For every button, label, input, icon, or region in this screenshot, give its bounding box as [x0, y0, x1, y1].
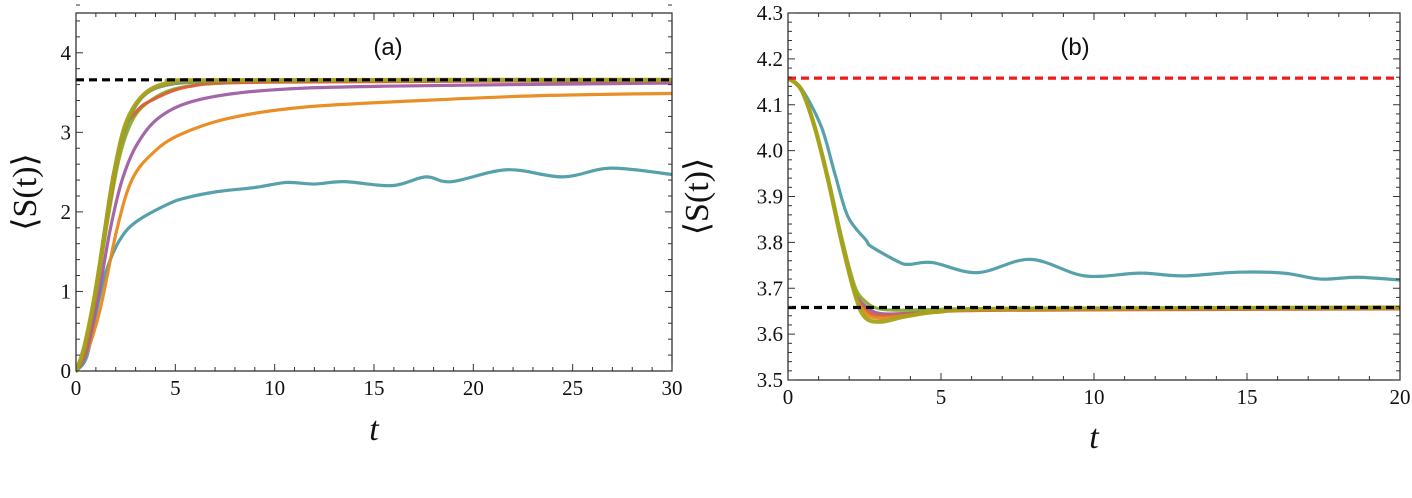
y-tick-label: 3.5 [757, 368, 783, 392]
x-tick-label: 10 [1084, 385, 1105, 409]
series-curve-red [788, 76, 1400, 318]
plot-frame [787, 12, 1401, 381]
x-tick-label: 25 [562, 376, 583, 400]
x-tick-label: 10 [264, 376, 285, 400]
series-curve-orange [788, 76, 1400, 320]
y-axis-label: ⟨S(t)⟩ [7, 153, 44, 231]
y-axis-label: ⟨S(t)⟩ [679, 158, 716, 236]
x-tick-label: 5 [936, 385, 947, 409]
x-axis-label: t [369, 411, 380, 448]
axis-ticks [75, 4, 673, 372]
x-tick-label: 0 [71, 376, 82, 400]
series-curve-purple [76, 81, 672, 373]
series-curve-teal [788, 76, 1400, 282]
series-curve-red [76, 79, 672, 373]
series-curve-green [76, 79, 672, 373]
plot-area [788, 76, 1400, 324]
x-tick-label: 30 [662, 376, 683, 400]
y-tick-label: 2 [61, 200, 72, 224]
plot-frame [75, 12, 673, 372]
y-tick-label: 4 [61, 41, 72, 65]
y-tick-label: 3.6 [757, 322, 783, 346]
y-tick-label: 4.3 [757, 1, 783, 25]
panel-label: (b) [1060, 34, 1089, 61]
panel-b-chart: 0 5 10 15 20 3.5 3.6 3.7 3.8 3.9 4.0 4.1 4.2 4.3 t ⟨S(t… [679, 1, 1411, 456]
y-tick-label: 4.2 [757, 47, 783, 71]
panel-a-chart: 0 5 10 15 20 25 30 0 1 2 3 4 t ⟨S(t)⟩ (a) [7, 4, 683, 448]
series-curve-gray [76, 78, 672, 373]
axis-ticks [787, 12, 1401, 381]
y-tick-label: 3.8 [757, 230, 783, 254]
series-curve-teal [76, 166, 672, 373]
y-tick-label: 0 [61, 359, 72, 383]
y-tick-label: 4.0 [757, 139, 783, 163]
series-curve-orange [76, 91, 672, 373]
x-tick-label: 20 [1390, 385, 1411, 409]
y-tick-label: 3.9 [757, 185, 783, 209]
x-tick-label: 20 [463, 376, 484, 400]
series-curve-olive [76, 77, 672, 373]
plot-area [76, 77, 672, 373]
x-axis-label: t [1089, 419, 1100, 456]
y-tick-label: 3.7 [757, 276, 783, 300]
y-tick-label: 1 [61, 279, 72, 303]
x-tick-label: 15 [1237, 385, 1258, 409]
series-curve-olive [788, 76, 1400, 324]
panel-label: (a) [373, 34, 402, 61]
y-tick-label: 4.1 [757, 93, 783, 117]
x-tick-label: 15 [364, 376, 385, 400]
y-tick-label: 3 [61, 120, 72, 144]
x-tick-label: 0 [783, 385, 794, 409]
x-tick-label: 5 [170, 376, 181, 400]
